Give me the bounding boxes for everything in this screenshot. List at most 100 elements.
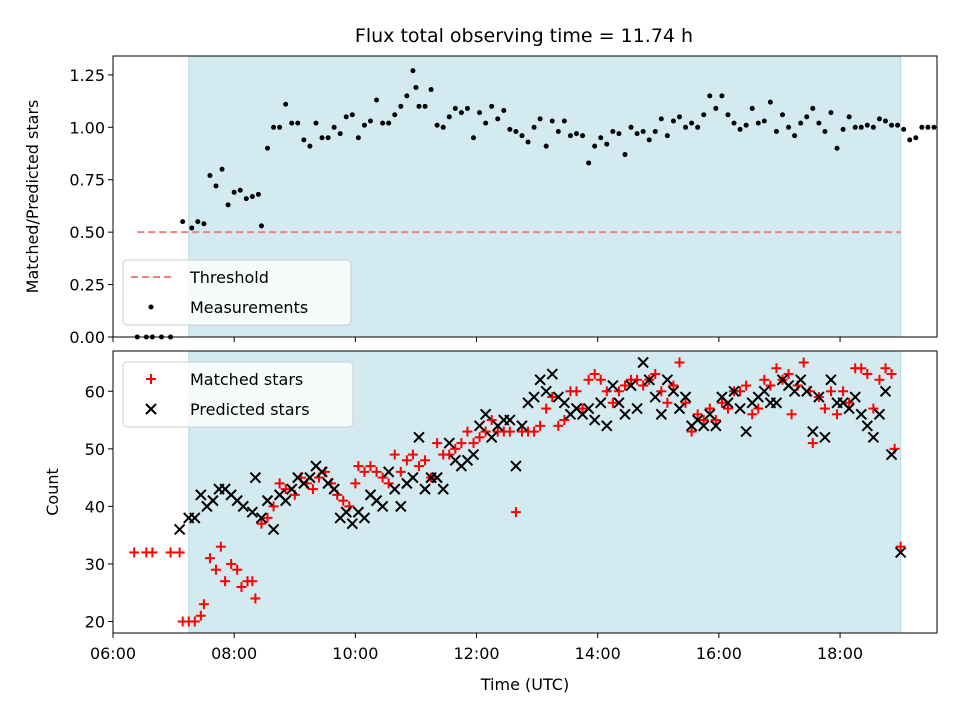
measurement-point xyxy=(761,118,767,124)
predicted-point xyxy=(261,494,274,507)
matched-point xyxy=(874,374,885,385)
measurement-point xyxy=(543,143,549,149)
measurement-point xyxy=(413,84,419,90)
matched-point xyxy=(589,369,600,380)
matched-point xyxy=(395,466,406,477)
predicted-point xyxy=(504,414,516,426)
measurement-point xyxy=(798,120,804,126)
legend-predicted-label: Predicted stars xyxy=(190,400,310,419)
measurement-point xyxy=(471,135,476,141)
measurement-point xyxy=(658,116,664,122)
count-x-ticks: 06:00 08:00 10:00 12:00 14:00 16:00 18:00 xyxy=(90,633,863,663)
measurement-point xyxy=(610,128,616,134)
predicted-point xyxy=(843,402,855,415)
predicted-point xyxy=(246,506,259,518)
matched-point xyxy=(692,409,703,420)
matched-point xyxy=(747,409,758,420)
measurement-point xyxy=(355,135,361,141)
measurement-point xyxy=(489,103,495,109)
measurement-point xyxy=(404,93,410,99)
y-tick-label: 30 xyxy=(85,555,105,574)
measurement-point xyxy=(780,112,785,118)
measurement-point xyxy=(277,124,283,130)
measurement-point xyxy=(683,124,689,130)
matched-point xyxy=(468,438,479,449)
matched-point xyxy=(698,415,709,426)
predicted-star-points xyxy=(173,356,907,559)
x-axis-label: Time (UTC) xyxy=(480,675,569,694)
measurement-point xyxy=(410,68,416,74)
predicted-point xyxy=(534,374,546,386)
matched-point xyxy=(389,449,400,460)
matched-point xyxy=(504,426,515,437)
predicted-point xyxy=(722,397,734,409)
y-tick-label: 40 xyxy=(85,497,105,516)
count-y-axis-label: Count xyxy=(43,468,62,516)
measurement-point xyxy=(255,191,261,197)
matched-point xyxy=(413,461,424,472)
predicted-point xyxy=(679,391,692,403)
measurement-point xyxy=(446,114,452,120)
matched-point xyxy=(147,547,158,558)
measurement-point xyxy=(416,103,422,109)
predicted-point xyxy=(395,500,407,513)
predicted-point xyxy=(479,408,492,421)
predicted-point xyxy=(358,512,371,524)
predicted-point xyxy=(304,471,316,484)
measurement-point xyxy=(695,124,701,130)
matched-point xyxy=(807,438,818,449)
matched-point xyxy=(786,409,797,420)
matched-point xyxy=(583,374,594,385)
measurement-point xyxy=(537,116,543,122)
predicted-point xyxy=(825,374,837,386)
count-legend: Matched stars Predicted stars xyxy=(122,361,354,428)
measurement-point xyxy=(622,152,628,158)
matched-point xyxy=(595,374,606,385)
matched-point xyxy=(619,380,630,391)
measurement-point xyxy=(749,105,755,111)
matched-point xyxy=(371,466,382,477)
predicted-point xyxy=(655,408,668,421)
predicted-point xyxy=(473,420,486,432)
measurement-point xyxy=(767,99,773,105)
predicted-point xyxy=(389,483,401,495)
measurement-point xyxy=(713,105,719,111)
matched-point xyxy=(886,369,897,380)
predicted-point xyxy=(643,374,655,386)
measurement-point xyxy=(828,110,834,116)
ratio-legend-box xyxy=(122,259,352,326)
measurement-point xyxy=(343,114,349,120)
predicted-point xyxy=(467,448,480,461)
matched-point xyxy=(486,415,497,426)
matched-point xyxy=(710,415,721,426)
measurement-point xyxy=(816,120,822,126)
measurement-point xyxy=(580,133,586,139)
predicted-point xyxy=(667,385,680,397)
matched-point xyxy=(432,438,443,449)
matched-point xyxy=(765,380,776,391)
predicted-point xyxy=(249,471,262,484)
measurement-point xyxy=(507,126,513,132)
measurement-point xyxy=(265,145,270,151)
legend-measurement-swatch xyxy=(148,304,154,310)
predicted-point xyxy=(855,408,867,421)
matched-point xyxy=(856,363,867,374)
measurement-point xyxy=(555,128,561,134)
predicted-point xyxy=(794,374,807,386)
predicted-point xyxy=(286,483,298,495)
matched-point xyxy=(895,541,906,552)
measurement-point xyxy=(616,131,622,137)
measurement-point xyxy=(852,124,858,130)
count-legend-box xyxy=(122,361,354,428)
measurement-point xyxy=(386,120,392,126)
predicted-point xyxy=(879,385,892,397)
predicted-point xyxy=(516,420,528,432)
matched-point xyxy=(444,449,455,460)
measurement-point xyxy=(271,124,277,130)
measurement-point xyxy=(440,124,446,130)
matched-point xyxy=(226,558,237,569)
matched-point xyxy=(450,443,461,454)
matched-point xyxy=(198,599,209,610)
measurement-point xyxy=(483,120,489,126)
measurement-point xyxy=(701,112,707,118)
